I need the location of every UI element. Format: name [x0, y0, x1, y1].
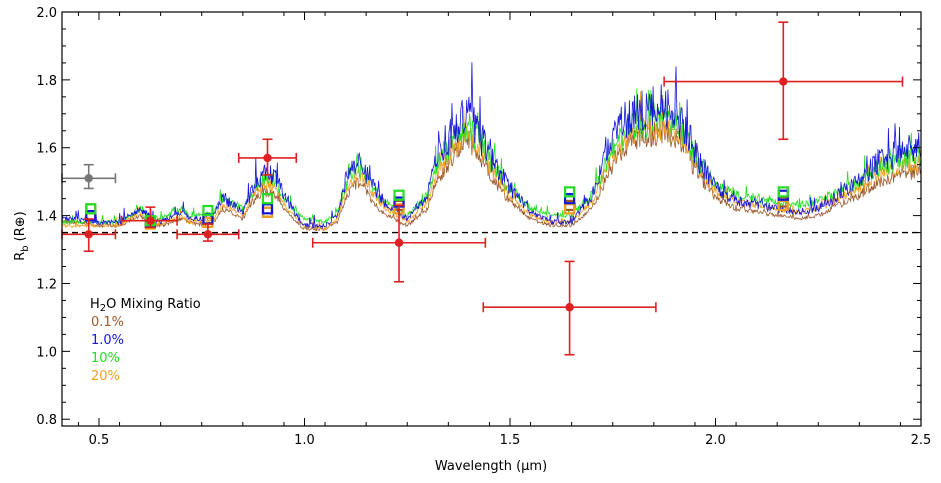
legend-entry: 20%: [91, 369, 120, 384]
observation-point: [263, 153, 272, 163]
y-axis-title-main: R: [13, 252, 28, 261]
observation-point: [779, 77, 788, 86]
x-tick-label: 1.0: [294, 433, 315, 448]
observation-point: [203, 230, 213, 239]
binned-model-square: [563, 203, 576, 215]
legend-title-subscript: 2: [100, 303, 106, 314]
x-tick-label: 0.5: [89, 433, 110, 448]
binned-model-square: [777, 186, 789, 198]
legend-entry: 1.0%: [91, 333, 124, 348]
y-tick-label: 2.0: [36, 6, 57, 21]
binned-model-square: [393, 189, 405, 201]
y-axis-title-group: Rb (R⊕): [13, 211, 31, 260]
binned-model-square: [261, 206, 274, 218]
x-axis-title: Wavelength (µm): [435, 459, 547, 474]
y-axis-title-subscript: b: [20, 245, 31, 251]
observation-point: [565, 303, 574, 312]
binned-model-square: [85, 210, 97, 222]
y-tick-label: 1.2: [36, 277, 57, 292]
binned-model-square: [261, 203, 274, 215]
model-spectra: [62, 62, 921, 232]
binned-model-square: [85, 203, 97, 215]
x-tick-label: 1.5: [500, 433, 521, 448]
binned-model-square: [261, 206, 274, 218]
axis-ticks: 0.5 1.0 1.5 2.0 2.5 0.8 1.0 1.2 1.4 1.6 1.8 2.0: [36, 6, 931, 448]
x-tick-label: 2.5: [911, 433, 932, 448]
observation-point: [394, 238, 404, 247]
binned-model-square: [777, 199, 789, 212]
y-tick-label: 1.0: [36, 345, 57, 360]
binned-model-square: [563, 186, 576, 198]
observation-points: [61, 21, 904, 356]
y-tick-label: 0.8: [36, 413, 57, 428]
legend-entry: 10%: [91, 351, 120, 366]
plot-frame: [61, 11, 922, 427]
y-tick-label: 1.8: [36, 74, 57, 89]
legend-title: H2O Mixing Ratio: [90, 297, 201, 314]
binned-model-square: [261, 193, 274, 205]
binned-model-square: [202, 204, 214, 217]
observation-point: [84, 230, 93, 239]
y-tick-label: 1.6: [36, 142, 57, 157]
legend-entry: 0.1%: [91, 315, 124, 330]
model-spectrum-line: [62, 94, 921, 232]
observation-point: [146, 216, 155, 225]
observation-point: [84, 174, 93, 183]
y-axis-title: Rb (R⊕): [13, 211, 31, 260]
legend-title-rest: O Mixing Ratio: [106, 297, 201, 312]
legend-title-main: H: [90, 297, 100, 312]
x-tick-label: 2.0: [705, 433, 726, 448]
y-axis-title-unit: (R⊕): [13, 211, 28, 241]
y-tick-label: 1.4: [36, 210, 57, 225]
binned-model-square: [563, 193, 576, 205]
